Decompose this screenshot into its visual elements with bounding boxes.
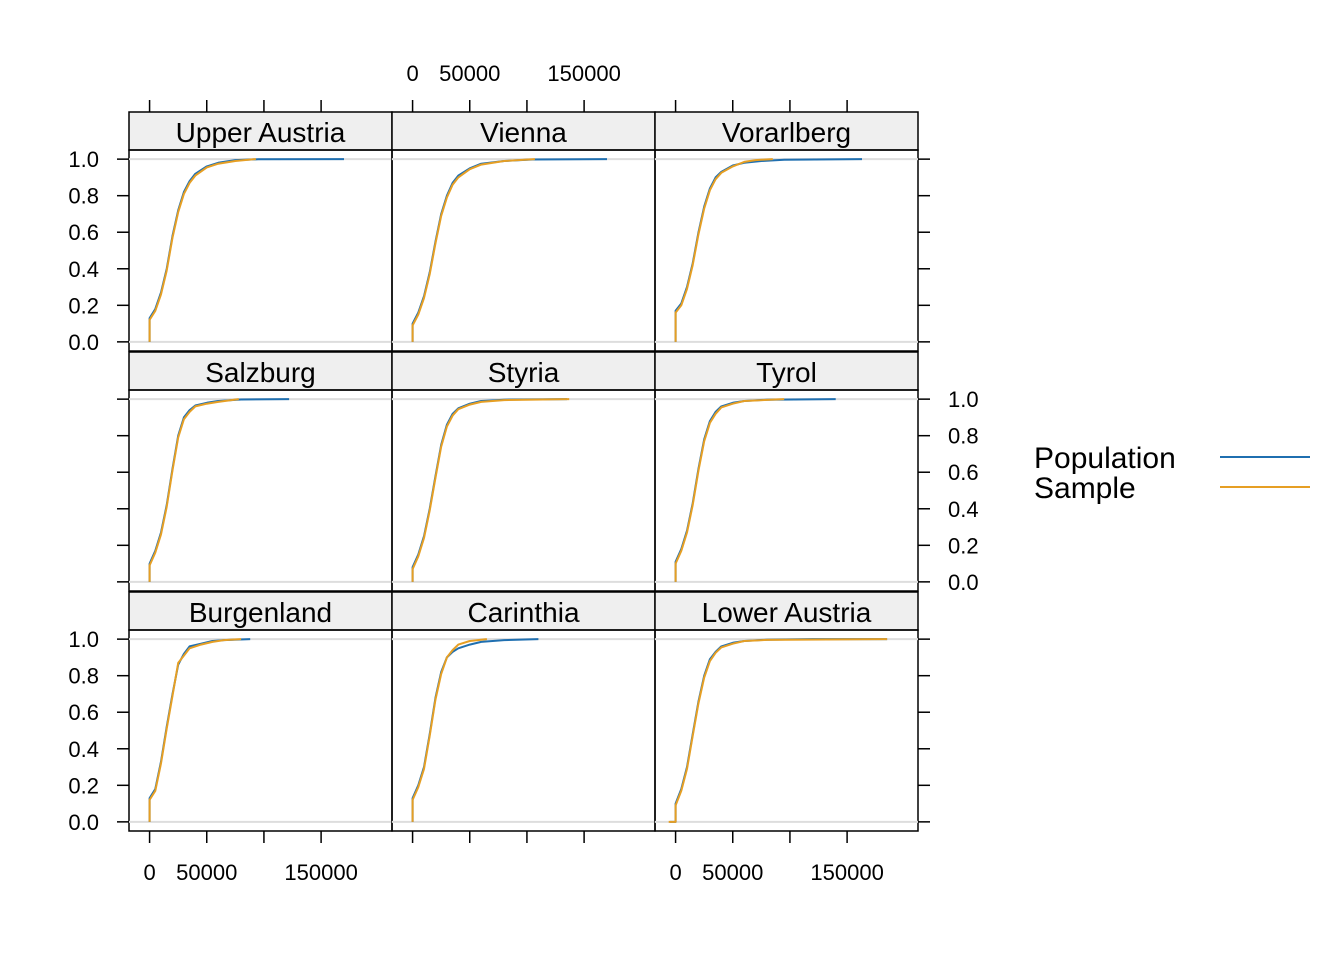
x-tick-label: 150000 [284,860,357,885]
x-tick-label: 0 [406,61,418,86]
x-axis-col-1-bottom: 0 50000 150000 [143,831,358,885]
y-tick-label: 0.6 [68,220,99,245]
y-tick-label: 0.0 [948,570,979,595]
series-sample-line [148,158,256,342]
series-population-line [411,158,608,342]
y-tick-label: 0.8 [68,664,99,689]
y-tick-label: 1.0 [948,387,979,412]
series-sample-line [411,638,488,822]
y-tick-label: 0.0 [68,330,99,355]
y-tick-label: 0.2 [948,533,979,558]
x-axis-col-2-top: 0 50000 150000 [406,61,621,112]
x-tick-label: 0 [669,860,681,885]
panel-vorarlberg: Vorarlberg [654,111,919,352]
strip-background [391,111,656,151]
legend-label-sample: Sample [1034,472,1136,505]
x-tick-label: 50000 [702,860,763,885]
series-sample-line [668,638,888,823]
y-tick-label: 0.8 [948,424,979,449]
series-population-line [411,398,568,582]
panel-frame [654,629,919,832]
y-tick-label: 0.2 [68,773,99,798]
panel-upper-austria: Upper Austria [128,111,393,352]
y-tick-label: 1.0 [68,627,99,652]
y-tick-label: 1.0 [68,147,99,172]
panel-salzburg: Salzburg [128,351,393,592]
y-tick-label: 0.4 [68,737,99,762]
panel-tyrol: Tyrol [654,351,919,592]
series-sample-line [674,398,785,582]
strip-background [128,591,393,631]
strip-title: Vienna [480,117,567,148]
legend-label-population: Population [1034,442,1176,475]
series-sample-line [148,398,239,582]
x-axis-col-3-top [674,100,848,112]
panel-grid: Upper Austria Vienna Vorarlberg Salzburg Sty… [128,111,919,832]
strip-title: Vorarlberg [722,117,851,148]
x-axis-col-3-bottom: 0 50000 150000 [669,831,884,885]
strip-title: Salzburg [205,357,316,388]
series-sample-line [148,638,242,822]
strip-background [654,351,919,391]
strip-title: Carinthia [467,597,579,628]
y-ticks-row-3-right [918,638,930,823]
series-population-line [674,398,836,582]
series-population-line [669,638,888,823]
strip-background [654,111,919,151]
panel-carinthia: Carinthia [391,591,656,832]
panel-vienna: Vienna [391,111,656,352]
y-axis-row-3-left: 0.0 0.2 0.4 0.6 0.8 1.0 [68,627,129,835]
axes: 0.00.20.40.60.81.00.00.20.40.60.81.00.00… [68,61,978,885]
series-population-line [674,158,863,342]
panel-frame [391,149,656,352]
x-tick-label: 0 [143,860,155,885]
strip-title: Upper Austria [176,117,346,148]
series-population-line [148,398,290,582]
strip-background [391,591,656,631]
panel-frame [128,149,393,352]
strip-title: Styria [488,357,560,388]
panel-frame [391,389,656,592]
series-sample-line [674,158,773,342]
y-axis-row-2-right: 0.0 0.2 0.4 0.6 0.8 1.0 [918,387,979,595]
y-tick-label: 0.8 [68,184,99,209]
y-tick-label: 0.0 [68,810,99,835]
strip-background [654,591,919,631]
x-tick-label: 150000 [547,61,620,86]
panel-frame [654,149,919,352]
series-population-line [148,638,251,822]
x-tick-label: 150000 [810,860,883,885]
x-axis-col-1-top [148,100,322,112]
strip-title: Lower Austria [702,597,872,628]
y-tick-label: 0.4 [68,257,99,282]
y-tick-label: 0.4 [948,497,979,522]
x-axis-col-2-bottom [411,831,585,843]
series-sample-line [411,398,570,582]
panel-burgenland: Burgenland [128,591,393,832]
strip-background [391,351,656,391]
strip-background [128,111,393,151]
panel-frame [654,389,919,592]
strip-title: Tyrol [756,357,817,388]
series-population-line [148,158,345,342]
strip-title: Burgenland [189,597,332,628]
y-axis-row-1-left: 0.0 0.2 0.4 0.6 0.8 1.0 [68,147,129,355]
panel-styria: Styria [391,351,656,592]
y-ticks-row-1-right [918,158,930,343]
x-tick-label: 50000 [176,860,237,885]
panel-frame [128,629,393,832]
series-sample-line [411,158,535,342]
panel-lower-austria: Lower Austria [654,591,919,832]
y-tick-label: 0.6 [68,700,99,725]
y-tick-label: 0.2 [68,293,99,318]
legend: Population Sample [1034,442,1310,505]
x-tick-label: 50000 [439,61,500,86]
y-ticks-row-2-left [117,398,129,583]
y-tick-label: 0.6 [948,460,979,485]
